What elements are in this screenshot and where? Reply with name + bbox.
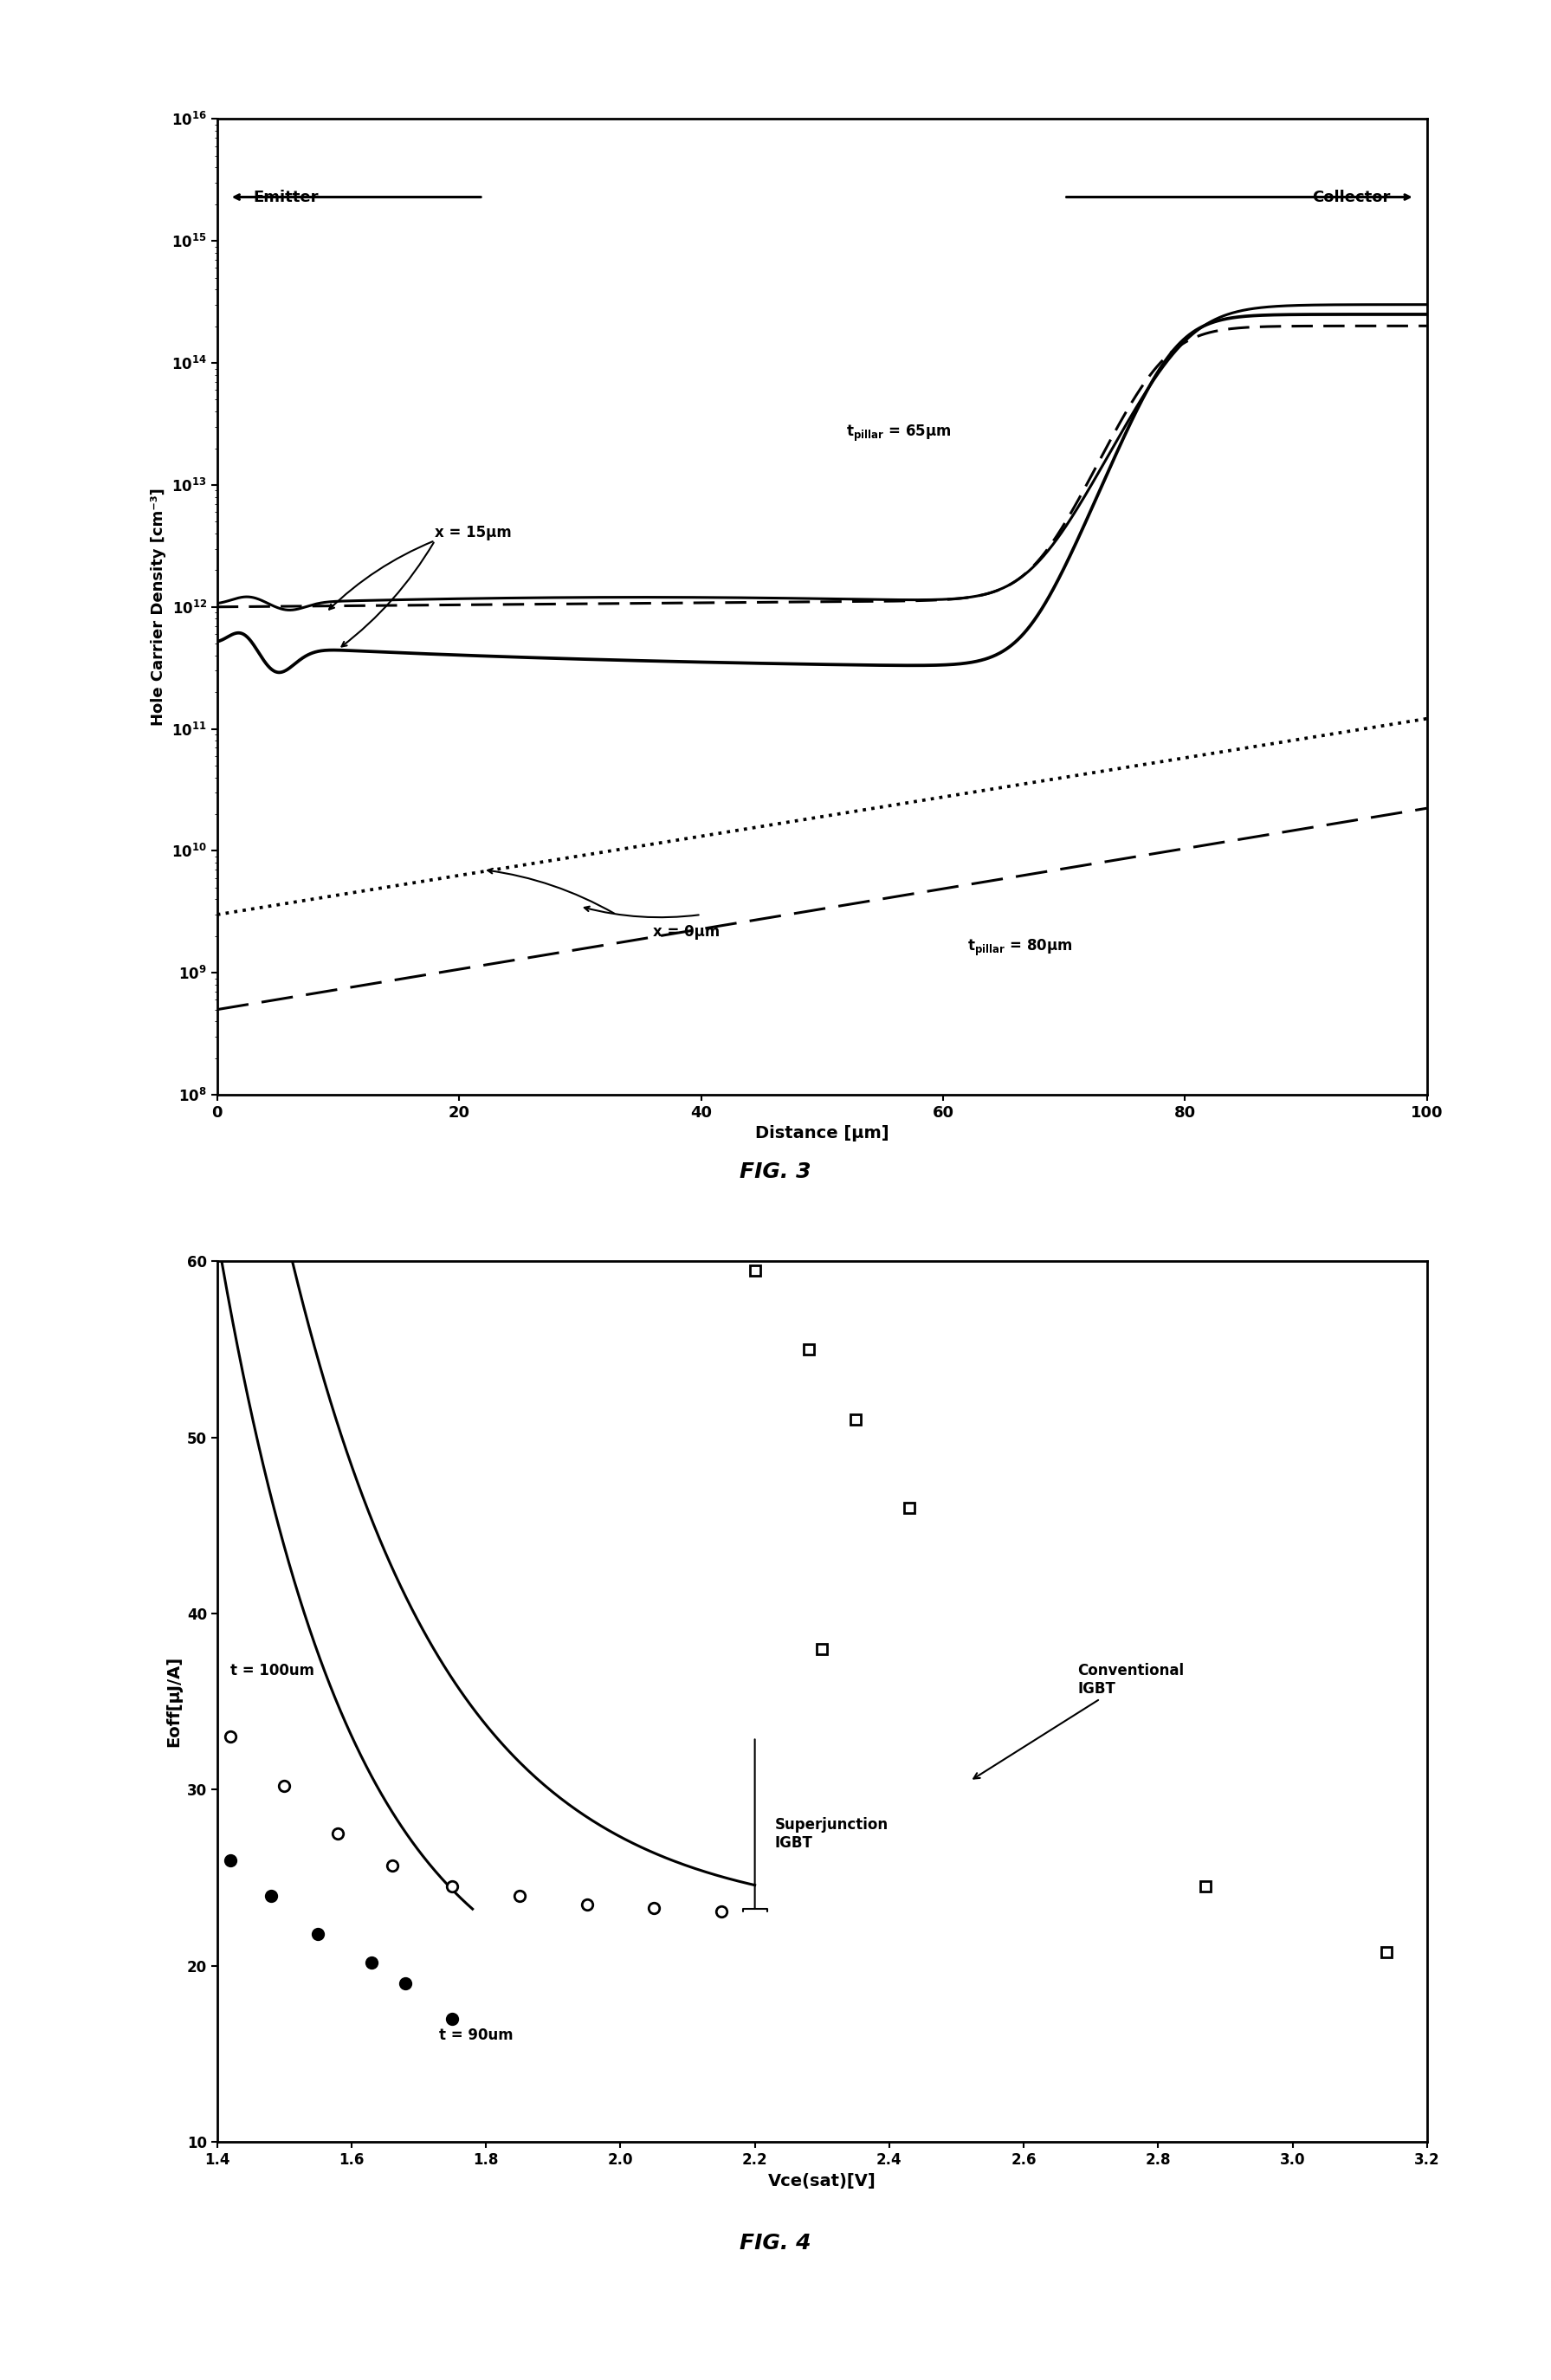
Text: Emitter: Emitter [253,190,320,205]
Text: x = 15μm: x = 15μm [434,526,512,540]
Text: x = 0μm: x = 0μm [653,923,720,940]
Text: Collector: Collector [1312,190,1391,205]
Text: FIG. 3: FIG. 3 [740,1161,811,1183]
Text: t = 90um: t = 90um [439,2028,513,2044]
Text: Superjunction
IGBT: Superjunction IGBT [776,1816,889,1852]
Text: $\mathbf{t_{pillar}}$ = 80$\mathbf{\mu}$m: $\mathbf{t_{pillar}}$ = 80$\mathbf{\mu}$… [968,938,1072,959]
Text: FIG. 4: FIG. 4 [740,2232,811,2254]
X-axis label: Vce(sat)[V]: Vce(sat)[V] [768,2173,876,2190]
X-axis label: Distance [μm]: Distance [μm] [755,1126,889,1142]
Text: Conventional
IGBT: Conventional IGBT [974,1664,1183,1778]
Text: t = 100um: t = 100um [231,1664,315,1678]
Text: $\mathbf{t_{pillar}}$ = 65$\mathbf{\mu}$m: $\mathbf{t_{pillar}}$ = 65$\mathbf{\mu}$… [847,424,951,443]
Y-axis label: Eoff[μJ/A]: Eoff[μJ/A] [166,1656,181,1747]
Y-axis label: Hole Carrier Density [cm⁻³]: Hole Carrier Density [cm⁻³] [150,488,166,726]
